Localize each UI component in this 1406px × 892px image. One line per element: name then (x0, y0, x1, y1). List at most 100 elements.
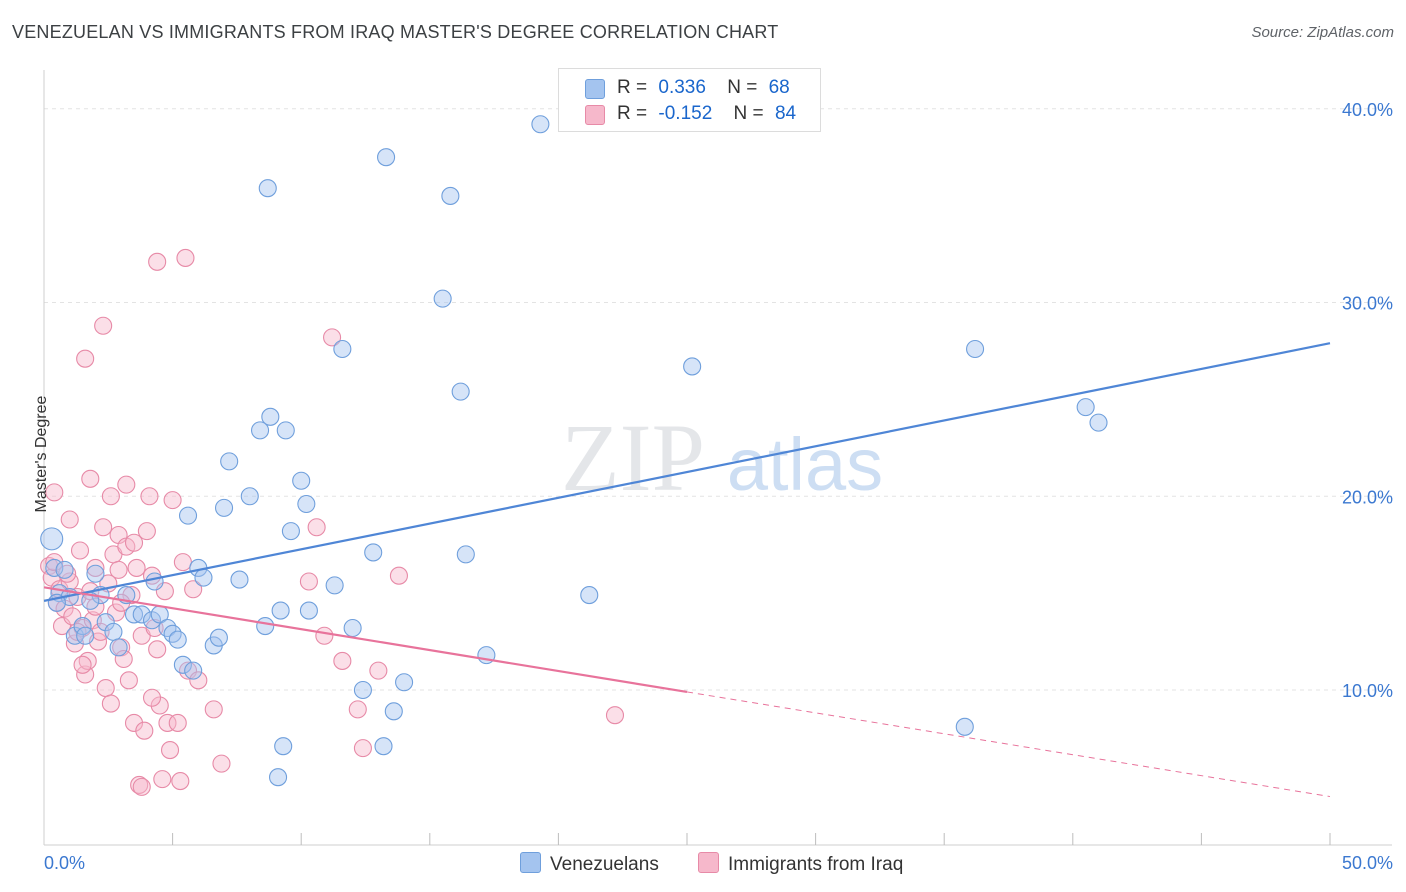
iraq-point (130, 775, 149, 794)
iraq-points (40, 248, 625, 796)
iraq-point (163, 491, 182, 510)
venezuelan-point (220, 452, 239, 471)
iraq-point (45, 483, 64, 502)
iraq-point (94, 316, 113, 335)
legend-swatch-venezuelans (585, 79, 605, 99)
venezuelan-point (214, 498, 234, 517)
venezuelan-point (104, 622, 123, 641)
venezuelan-point (194, 568, 213, 587)
iraq-point (127, 558, 146, 577)
bottom-legend-swatch-venezuelans (520, 852, 541, 873)
y-axis-label: Master's Degree (33, 395, 50, 513)
venezuelan-point (40, 527, 64, 551)
iraq-point (160, 741, 180, 760)
iraq-point (122, 586, 141, 605)
iraq-point (142, 688, 162, 707)
venezuelan-point (433, 289, 452, 308)
venezuelan-point (374, 737, 393, 756)
venezuelan-point (1076, 398, 1095, 417)
venezuelan-point (276, 421, 295, 440)
venezuelan-point (178, 506, 198, 525)
venezuelan-point (173, 655, 192, 674)
bottom-legend-iraq: Immigrants from Iraq (698, 852, 903, 876)
iraq-point (109, 560, 128, 579)
iraq-point (605, 706, 625, 725)
venezuelan-point (343, 618, 362, 638)
bottom-legend-swatch-iraq (698, 852, 719, 873)
watermark-zip: ZIP (561, 404, 705, 511)
iraq-point (96, 679, 115, 698)
iraq-point (140, 487, 159, 506)
iraq-point (171, 772, 190, 791)
iraq-point (117, 475, 136, 494)
iraq-point (353, 739, 372, 758)
trendline-venezuelans (43, 342, 1331, 602)
venezuelan-point (281, 522, 300, 541)
venezuelan-point (966, 339, 985, 359)
legend-n-label: N = (727, 77, 758, 98)
venezuelan-point (261, 407, 280, 426)
legend-swatch-iraq (585, 105, 605, 125)
venezuelan-point (240, 487, 259, 506)
iraq-point (184, 580, 203, 599)
venezuelan-point (274, 737, 293, 756)
iraq-point (158, 713, 177, 732)
iraq-point (124, 533, 144, 552)
watermark: ZIP atlas (561, 404, 883, 511)
venezuelan-point (256, 617, 275, 636)
grid-lines (44, 108, 1392, 691)
watermark-atlas: atlas (727, 423, 883, 506)
venezuelan-point (353, 680, 372, 700)
source-label: Source: ZipAtlas.com (1251, 24, 1394, 41)
iraq-point (189, 671, 208, 690)
iraq-point (73, 655, 92, 674)
venezuelan-point (269, 768, 288, 787)
y-tick-label: 40.0% (1342, 100, 1393, 120)
trendline-iraq-extension (686, 691, 1331, 798)
iraq-point (323, 328, 342, 347)
iraq-point (299, 572, 318, 591)
venezuelan-point (271, 601, 290, 620)
iraq-point (119, 671, 138, 690)
legend-n-value: 84 (774, 103, 797, 124)
legend-n-label: N = (733, 103, 764, 124)
y-tick-label: 30.0% (1342, 294, 1393, 314)
venezuelan-point (325, 576, 344, 595)
venezuelan-point (364, 543, 383, 562)
venezuelan-points (40, 115, 1108, 787)
venezuelan-point (258, 179, 277, 198)
venezuelan-point (65, 626, 84, 645)
venezuelan-point (299, 601, 318, 620)
chart-title: VENEZUELAN VS IMMIGRANTS FROM IRAQ MASTE… (12, 22, 779, 42)
iraq-point (94, 518, 113, 537)
iraq-point (101, 487, 120, 506)
axes (43, 70, 1392, 846)
iraq-point (148, 640, 167, 659)
iraq-point (153, 770, 172, 789)
iraq-point (86, 558, 105, 577)
y-tick-label: 10.0% (1342, 681, 1393, 701)
iraq-point (114, 649, 133, 669)
venezuelan-point (76, 626, 95, 645)
legend-n-value: 68 (768, 77, 790, 98)
venezuelan-point (333, 339, 352, 359)
legend-r-label: R = (617, 103, 648, 124)
venezuelan-point (184, 661, 203, 680)
x-tick-label: 50.0% (1342, 853, 1393, 873)
venezuelan-point (109, 638, 128, 657)
iraq-point (348, 700, 367, 719)
iraq-point (148, 252, 167, 271)
iraq-point (212, 754, 231, 773)
iraq-point (132, 777, 151, 796)
iraq-point (389, 566, 408, 585)
iraq-point (81, 469, 100, 488)
iraq-point (369, 661, 388, 680)
venezuelan-point (124, 605, 144, 624)
iraq-point (333, 651, 352, 670)
iraq-point (91, 622, 110, 641)
iraq-point (101, 694, 120, 713)
trendline-iraq (43, 586, 688, 694)
venezuelan-point (86, 564, 105, 583)
venezuelan-point (1089, 413, 1108, 432)
